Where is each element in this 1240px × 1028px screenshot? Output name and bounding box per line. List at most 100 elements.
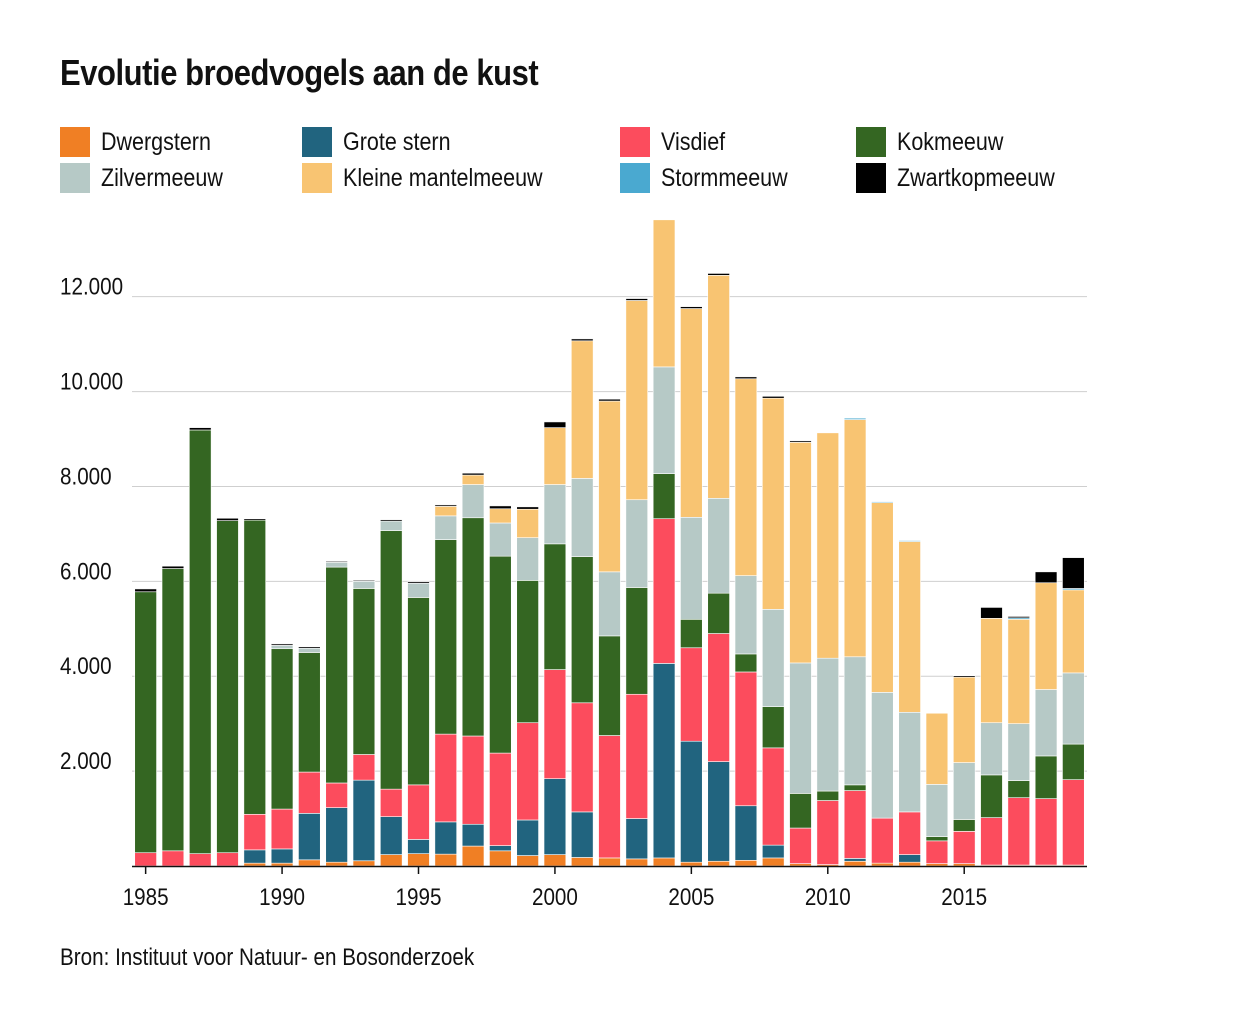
bar-segment-kokmeeuw-1985 [134, 591, 157, 854]
bar-segment-visdief-2001 [570, 702, 594, 813]
bar-segment-zilvermeeuw-2012 [871, 692, 894, 819]
bar-segment-kleine-mantelmeeuw-2000 [543, 427, 567, 485]
bar-segment-kokmeeuw-1993 [352, 588, 376, 755]
bar-segment-zwartkopmeeuw-1991 [298, 646, 321, 649]
bar-segment-visdief-1993 [352, 754, 376, 781]
x-tick-label: 2015 [941, 884, 987, 911]
bars [134, 219, 1085, 867]
bar-segment-zilvermeeuw-1996 [434, 515, 457, 540]
x-tick-label: 2010 [805, 884, 851, 911]
bar-segment-grote-stern-2006 [707, 761, 730, 862]
bar-segment-dwergstern-1996 [434, 853, 457, 867]
x-axis-ticks: 1985 1990 1995 2000 2005 2010 2015 [123, 866, 987, 910]
bar-segment-visdief-1999 [516, 722, 539, 821]
bar-segment-visdief-1985 [134, 852, 157, 867]
bar-segment-dwergstern-1999 [516, 855, 539, 867]
bar-segment-zwartkopmeeuw-2017 [1007, 616, 1030, 619]
legend-swatch-visdief [620, 127, 650, 157]
bar-segment-dwergstern-1991 [298, 859, 321, 867]
bar-segment-visdief-1989 [243, 813, 266, 851]
bar-segment-zilvermeeuw-2005 [680, 516, 703, 620]
bar-segment-kokmeeuw-2005 [680, 618, 703, 649]
bar-segment-zilvermeeuw-1995 [407, 582, 430, 598]
bar-segment-grote-stern-2008 [761, 844, 785, 859]
bar-segment-grote-stern-1996 [434, 821, 457, 855]
bar-segment-grote-stern-2004 [652, 663, 676, 859]
bar-segment-zwartkopmeeuw-2008 [761, 396, 785, 399]
bar-segment-kokmeeuw-2016 [980, 774, 1003, 818]
bar-segment-kokmeeuw-1987 [189, 429, 212, 854]
bar-segment-kleine-mantelmeeuw-2012 [871, 502, 894, 693]
bar-segment-zwartkopmeeuw-1992 [325, 561, 348, 563]
y-tick-label: 8.000 [60, 463, 112, 490]
bar-segment-visdief-2010 [816, 800, 839, 865]
bar-segment-dwergstern-2015 [952, 863, 976, 867]
bar-segment-visdief-2002 [598, 735, 621, 859]
bar-segment-zilvermeeuw-2008 [761, 609, 785, 707]
bar-segment-zilvermeeuw-2009 [789, 662, 812, 794]
y-tick-label: 4.000 [60, 653, 112, 680]
bar-segment-grote-stern-1993 [352, 779, 376, 862]
bar-segment-zwartkopmeeuw-1990 [270, 643, 294, 646]
bar-segment-zwartkopmeeuw-2016 [980, 607, 1003, 619]
bar-segment-visdief-2011 [843, 790, 867, 859]
bar-segment-zwartkopmeeuw-2015 [952, 675, 976, 678]
bar-segment-kleine-mantelmeeuw-2009 [789, 442, 812, 664]
bar-segment-zilvermeeuw-1994 [379, 520, 403, 531]
bar-stack-1998 [489, 505, 512, 867]
bar-segment-kokmeeuw-2017 [1007, 780, 1030, 798]
legend-swatch-stormmeeuw [620, 163, 650, 193]
bar-segment-zilvermeeuw-2006 [707, 498, 730, 594]
bar-stack-1987 [189, 427, 212, 867]
bar-stack-1999 [516, 506, 539, 867]
bar-segment-dwergstern-2009 [789, 863, 812, 867]
bar-segment-kokmeeuw-2007 [734, 653, 758, 673]
bar-segment-zilvermeeuw-1997 [461, 484, 485, 519]
bar-stack-1986 [161, 565, 185, 867]
bar-segment-visdief-2004 [652, 518, 676, 664]
y-tick-label: 2.000 [60, 748, 112, 775]
bar-segment-grote-stern-2005 [680, 740, 703, 863]
bar-segment-zilvermeeuw-2007 [734, 575, 758, 655]
bar-segment-kokmeeuw-1989 [243, 519, 266, 815]
bar-stack-1996 [434, 504, 457, 867]
x-tick-label: 1990 [259, 884, 305, 911]
bar-segment-kleine-mantelmeeuw-1999 [516, 508, 539, 538]
legend-label-kokmeeuw: Kokmeeuw [897, 127, 1004, 156]
legend-swatch-zwartkopmeeuw [856, 163, 886, 193]
bar-segment-dwergstern-2006 [707, 860, 730, 867]
bar-segment-visdief-2019 [1062, 779, 1085, 866]
bar-segment-zilvermeeuw-1999 [516, 537, 539, 581]
bar-segment-kleine-mantelmeeuw-2001 [570, 340, 594, 479]
bar-segment-kleine-mantelmeeuw-2007 [734, 378, 758, 576]
bar-segment-stormmeeuw-2012 [871, 501, 894, 503]
bar-segment-visdief-2008 [761, 747, 785, 846]
bar-segment-zwartkopmeeuw-1998 [489, 505, 512, 510]
bar-segment-dwergstern-2002 [598, 857, 621, 867]
bar-segment-visdief-1988 [216, 852, 239, 867]
bar-segment-dwergstern-2003 [625, 858, 648, 867]
bar-segment-dwergstern-2013 [898, 861, 921, 867]
bar-segment-kleine-mantelmeeuw-2015 [952, 676, 976, 763]
bar-segment-zwartkopmeeuw-2005 [680, 306, 703, 309]
bar-segment-kleine-mantelmeeuw-2002 [598, 400, 621, 573]
y-axis-ticks: 2.000 4.000 6.000 8.000 10.000 12.000 [60, 273, 123, 774]
bar-segment-zwartkopmeeuw-2002 [598, 398, 621, 402]
bar-segment-grote-stern-1991 [298, 813, 321, 861]
bar-segment-visdief-1992 [325, 782, 348, 808]
bar-segment-zwartkopmeeuw-2007 [734, 376, 758, 380]
bar-segment-kokmeeuw-1988 [216, 520, 239, 854]
bar-segment-dwergstern-1989 [243, 862, 266, 867]
bar-segment-kleine-mantelmeeuw-2010 [816, 432, 839, 659]
bar-segment-zilvermeeuw-2011 [843, 656, 867, 786]
bar-segment-zwartkopmeeuw-2009 [789, 440, 812, 443]
bar-segment-grote-stern-2001 [570, 811, 594, 858]
bar-segment-grote-stern-1990 [270, 848, 294, 864]
y-tick-label: 10.000 [60, 368, 123, 395]
bar-stack-2008 [761, 396, 785, 867]
bar-segment-zilvermeeuw-2019 [1062, 672, 1085, 745]
bar-segment-visdief-2013 [898, 811, 921, 855]
legend-item-zilvermeeuw: Zilvermeeuw [60, 163, 243, 193]
legend-label-dwergstern: Dwergstern [101, 127, 211, 156]
bar-stack-2007 [734, 376, 758, 867]
